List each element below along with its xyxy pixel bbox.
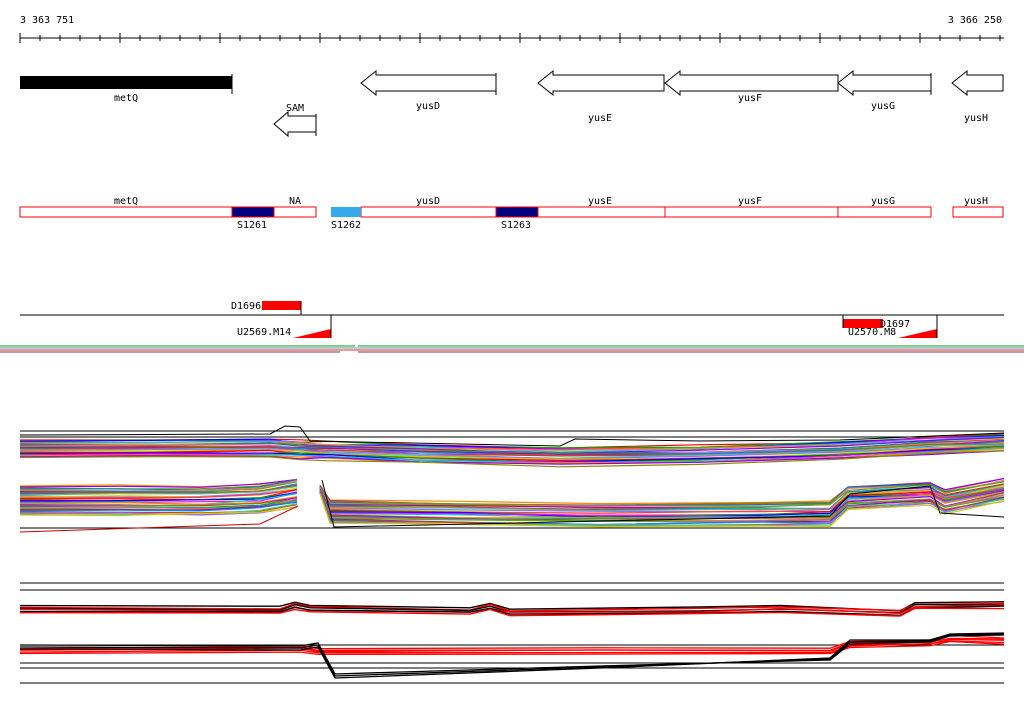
site-s1263[interactable] bbox=[495, 206, 539, 218]
site-label-s1263: S1263 bbox=[501, 220, 531, 231]
ruler-ticks bbox=[19, 33, 1001, 43]
segment-label-yusf: yusF bbox=[738, 196, 762, 207]
site-label-s1262: S1262 bbox=[331, 220, 361, 231]
colored-profile-lower-left bbox=[19, 489, 298, 499]
profile-outlier-black-upper bbox=[19, 425, 1005, 447]
profile-panel-colored bbox=[19, 425, 1005, 533]
site-s1262[interactable] bbox=[331, 207, 361, 217]
segment-label-yush: yusH bbox=[964, 196, 988, 207]
colored-profile-lower-right bbox=[319, 486, 1005, 513]
gene-label-yusg: yusG bbox=[871, 101, 895, 112]
redblack-profile-upper bbox=[19, 602, 1005, 612]
segment-na[interactable] bbox=[273, 206, 317, 218]
colored-profile-upper bbox=[19, 444, 1005, 459]
colored-profile-lower-left bbox=[19, 481, 298, 493]
redblack-profile-red-lower bbox=[19, 640, 1005, 654]
segment-yush[interactable] bbox=[952, 206, 1004, 218]
track-separators bbox=[0, 345, 1024, 353]
colored-profile-lower-right bbox=[319, 491, 1005, 523]
redblack-profile-upper bbox=[19, 607, 1005, 617]
colored-profile-lower-right bbox=[319, 487, 1005, 514]
gene-metq-bar[interactable] bbox=[20, 76, 232, 89]
gene-yuse-arrow[interactable] bbox=[537, 69, 665, 97]
gene-yusd-arrow[interactable] bbox=[360, 69, 497, 97]
colored-profile-upper bbox=[19, 435, 1005, 450]
colored-profile-lower-left bbox=[19, 500, 298, 510]
gene-label-sam: SAM bbox=[286, 103, 304, 114]
feature-label-u2569: U2569.M14 bbox=[237, 327, 291, 338]
profile-panel-redblack bbox=[19, 582, 1005, 684]
feature-u2569-wedge[interactable] bbox=[293, 329, 331, 338]
feature-track: D1696 U2569.M14 D1697 U2570.M8 bbox=[20, 301, 1004, 338]
colored-profile-lower-left bbox=[19, 479, 298, 488]
colored-profile-lines bbox=[19, 433, 1005, 528]
gene-yusg-arrow[interactable] bbox=[837, 69, 932, 97]
segment-metq[interactable] bbox=[19, 206, 233, 218]
colored-profile-upper bbox=[19, 435, 1005, 453]
site-s1261[interactable] bbox=[231, 206, 275, 218]
ruler-start-label: 3 363 751 bbox=[20, 15, 74, 26]
gene-label-yush: yusH bbox=[964, 113, 988, 124]
redblack-profile-red-lower bbox=[19, 640, 1005, 656]
colored-profile-lower-left bbox=[19, 485, 298, 496]
colored-profile-lower-right bbox=[319, 489, 1005, 519]
segment-label-metq: metQ bbox=[114, 196, 138, 207]
feature-label-u2570: U2570.M8 bbox=[848, 327, 896, 338]
gene-label-yuse: yusE bbox=[588, 113, 612, 124]
feature-label-d1696: D1696 bbox=[231, 301, 261, 312]
coordinate-ruler: 3 363 751 3 366 250 bbox=[19, 15, 1004, 43]
colored-profile-lower-left bbox=[19, 506, 298, 517]
segment-label-yuse: yusE bbox=[588, 196, 612, 207]
gene-yush-arrow[interactable] bbox=[951, 69, 1004, 97]
colored-profile-lower-left bbox=[19, 504, 298, 514]
colored-profile-lower-left bbox=[19, 501, 298, 512]
profile-outlier-red-lower bbox=[19, 505, 299, 533]
gene-sam-arrow[interactable] bbox=[273, 110, 317, 138]
colored-profile-upper bbox=[19, 445, 1005, 460]
redblack-profile-black-lower bbox=[19, 632, 1005, 679]
colored-profile-lower-left bbox=[19, 484, 298, 495]
profile-outlier-black-lower bbox=[321, 479, 1005, 528]
segment-yuse[interactable] bbox=[537, 206, 666, 218]
segment-label-na: NA bbox=[289, 196, 301, 207]
segment-label-yusd: yusD bbox=[416, 196, 440, 207]
colored-profile-lower-left bbox=[19, 498, 298, 507]
segment-yusd[interactable] bbox=[360, 206, 497, 218]
gene-label-yusd: yusD bbox=[416, 101, 440, 112]
gene-track: metQ SAM yusD yusE yusF yusG yusH bbox=[20, 69, 1004, 138]
feature-label-d1697: D1697 bbox=[880, 319, 910, 330]
ruler-end-label: 3 366 250 bbox=[948, 15, 1002, 26]
colored-profile-lower-right bbox=[319, 493, 1005, 528]
segment-track: metQ NA yusD yusE yusF yusG yusH S1261 S… bbox=[19, 196, 1004, 231]
site-label-s1261: S1261 bbox=[237, 220, 267, 231]
colored-profile-lower-left bbox=[19, 496, 298, 505]
segment-yusg[interactable] bbox=[837, 206, 932, 218]
redblack-profile-upper bbox=[19, 603, 1005, 614]
feature-d1697-bar[interactable] bbox=[843, 319, 883, 328]
colored-profile-lower-left bbox=[19, 478, 298, 488]
gene-label-yusf: yusF bbox=[738, 93, 762, 104]
colored-profile-upper bbox=[19, 450, 1005, 468]
colored-profile-lower-left bbox=[19, 491, 298, 502]
gene-yusf-arrow[interactable] bbox=[664, 69, 839, 97]
feature-u2570-wedge[interactable] bbox=[898, 329, 937, 338]
colored-profile-lower-right bbox=[319, 480, 1005, 509]
segment-yusf[interactable] bbox=[664, 206, 839, 218]
redblack-profile-lines bbox=[19, 601, 1005, 679]
gene-label-metq: metQ bbox=[114, 93, 138, 104]
segment-label-yusg: yusG bbox=[871, 196, 895, 207]
feature-d1696-bar[interactable] bbox=[262, 301, 301, 310]
